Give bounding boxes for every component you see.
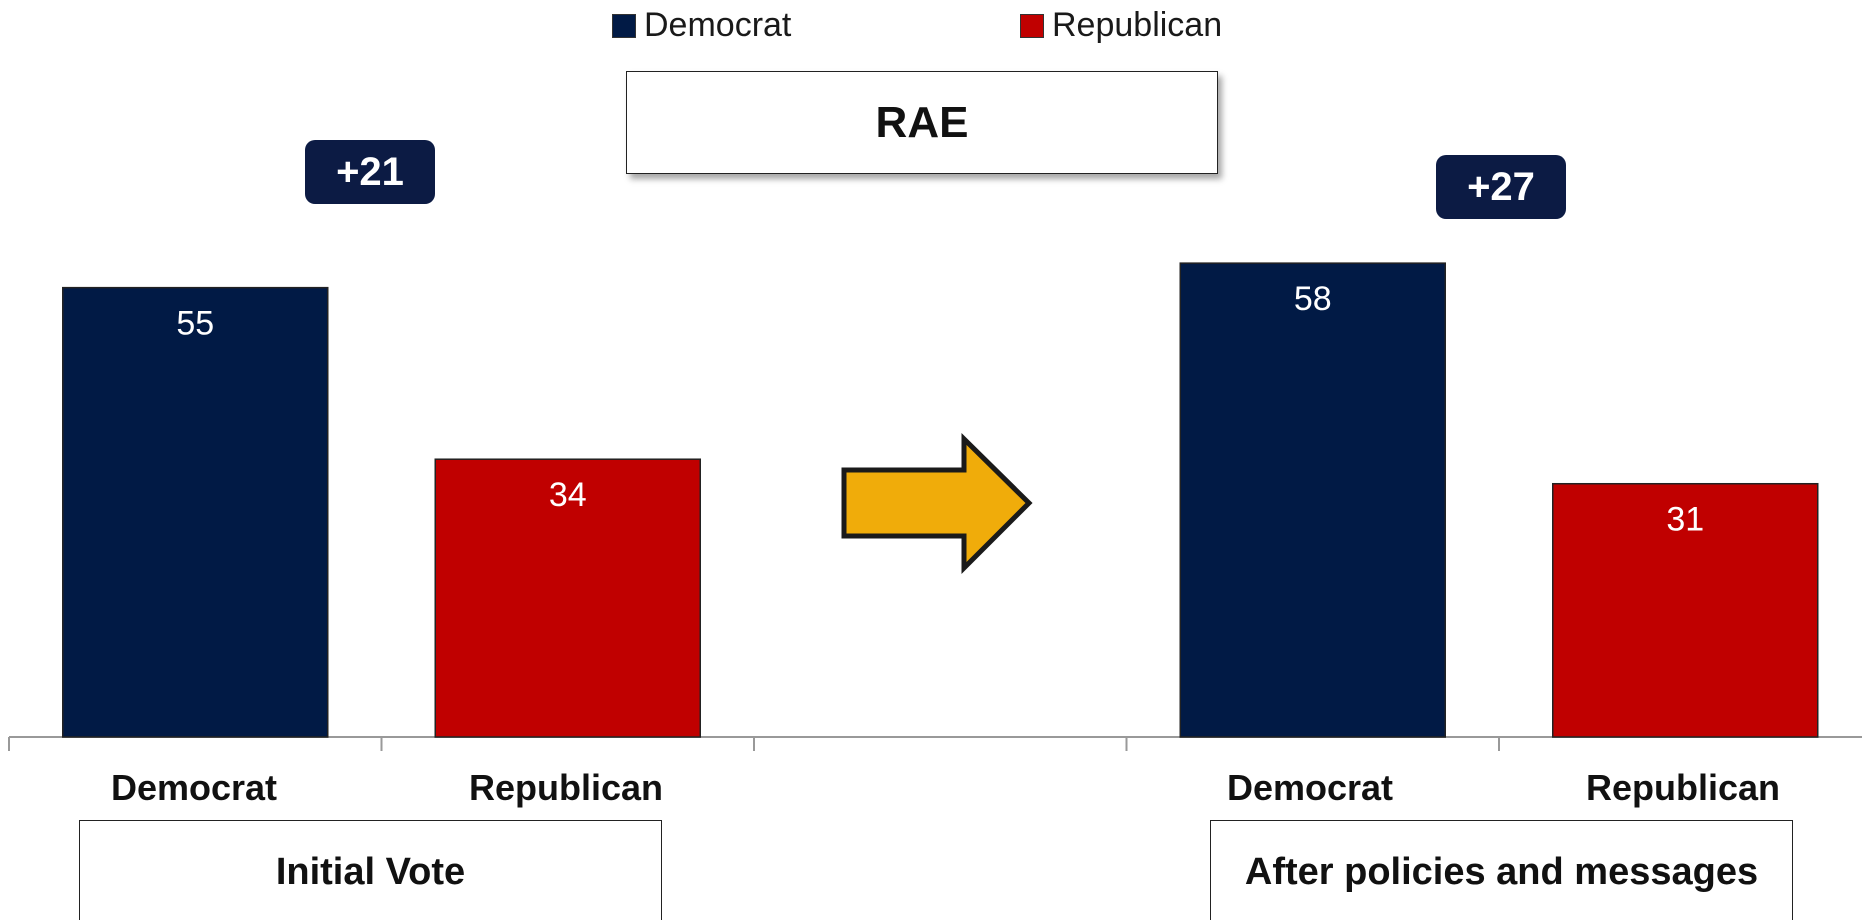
legend-item-democrat: Democrat	[612, 6, 791, 45]
right-arrow-icon	[841, 433, 1033, 575]
category-label: Republican	[1585, 767, 1781, 808]
bar-democrat	[62, 286, 329, 738]
category-label: Republican	[468, 767, 664, 808]
data-label: 55	[176, 305, 214, 343]
legend-label-republican: Republican	[1052, 6, 1223, 44]
legend-item-republican: Republican	[1020, 6, 1222, 45]
legend-label-democrat: Democrat	[644, 6, 792, 44]
data-label: 34	[549, 476, 587, 514]
margin-badge-initial: +21	[305, 140, 435, 204]
bar-republican	[1552, 482, 1819, 738]
group-label-after: After policies and messages	[1210, 820, 1793, 920]
chart-title: RAE	[626, 71, 1218, 174]
margin-badge-after: +27	[1436, 155, 1566, 219]
category-label: Democrat	[110, 767, 278, 808]
bar-republican	[434, 458, 701, 738]
legend-swatch-republican	[1020, 13, 1044, 38]
category-label: Democrat	[1226, 767, 1394, 808]
group-label-initial: Initial Vote	[79, 820, 662, 920]
data-label: 58	[1294, 280, 1332, 318]
data-label: 31	[1666, 501, 1704, 539]
legend-swatch-democrat	[612, 13, 636, 38]
bar-democrat	[1179, 262, 1446, 738]
